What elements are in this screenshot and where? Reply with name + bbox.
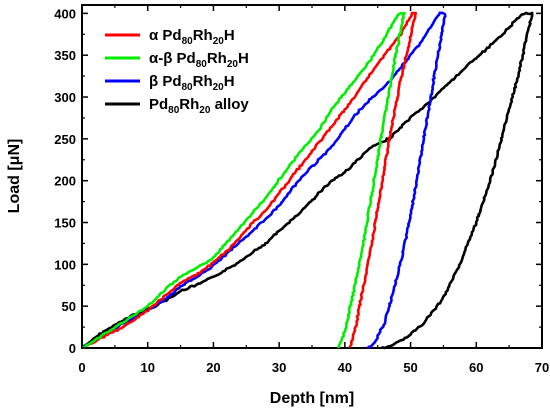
series-curve bbox=[82, 11, 406, 350]
curves-group bbox=[81, 11, 534, 350]
y-tick-label: 250 bbox=[54, 132, 76, 147]
x-tick-label: 20 bbox=[206, 360, 220, 375]
legend-label: β Pd80Rh20H bbox=[149, 73, 235, 93]
y-axis-title: Load [μN] bbox=[6, 139, 23, 214]
x-tick-label: 10 bbox=[140, 360, 154, 375]
legend-label: Pd80Rh20 alloy bbox=[149, 96, 249, 116]
y-tick-label: 50 bbox=[62, 299, 76, 314]
legend-label: α-β Pd80Rh20H bbox=[149, 50, 249, 70]
x-tick-label: 0 bbox=[78, 360, 85, 375]
y-tick-label: 200 bbox=[54, 174, 76, 189]
x-tick-label: 40 bbox=[338, 360, 352, 375]
series-curve bbox=[81, 11, 534, 350]
series-curve bbox=[81, 11, 447, 349]
y-tick-label: 350 bbox=[54, 48, 76, 63]
y-tick-label: 100 bbox=[54, 257, 76, 272]
y-tick-label: 0 bbox=[69, 341, 76, 356]
legend: α Pd80Rh20H α-β Pd80Rh20H β Pd80Rh20H Pd80R… bbox=[105, 27, 249, 116]
x-tick-label: 60 bbox=[469, 360, 483, 375]
x-tick-label: 30 bbox=[272, 360, 286, 375]
tick-labels-group: 0 10 20 30 40 50 60 70 0 50 100 150 200 250 300 350 400 bbox=[54, 6, 549, 375]
x-axis-title: Depth [nm] bbox=[270, 390, 354, 407]
series-curve bbox=[82, 11, 418, 350]
x-tick-label: 50 bbox=[403, 360, 417, 375]
y-tick-label: 150 bbox=[54, 216, 76, 231]
ticks-group bbox=[81, 5, 543, 349]
legend-label: α Pd80Rh20H bbox=[149, 27, 235, 47]
y-tick-label: 300 bbox=[54, 90, 76, 105]
x-tick-label: 70 bbox=[535, 360, 549, 375]
y-tick-label: 400 bbox=[54, 6, 76, 21]
